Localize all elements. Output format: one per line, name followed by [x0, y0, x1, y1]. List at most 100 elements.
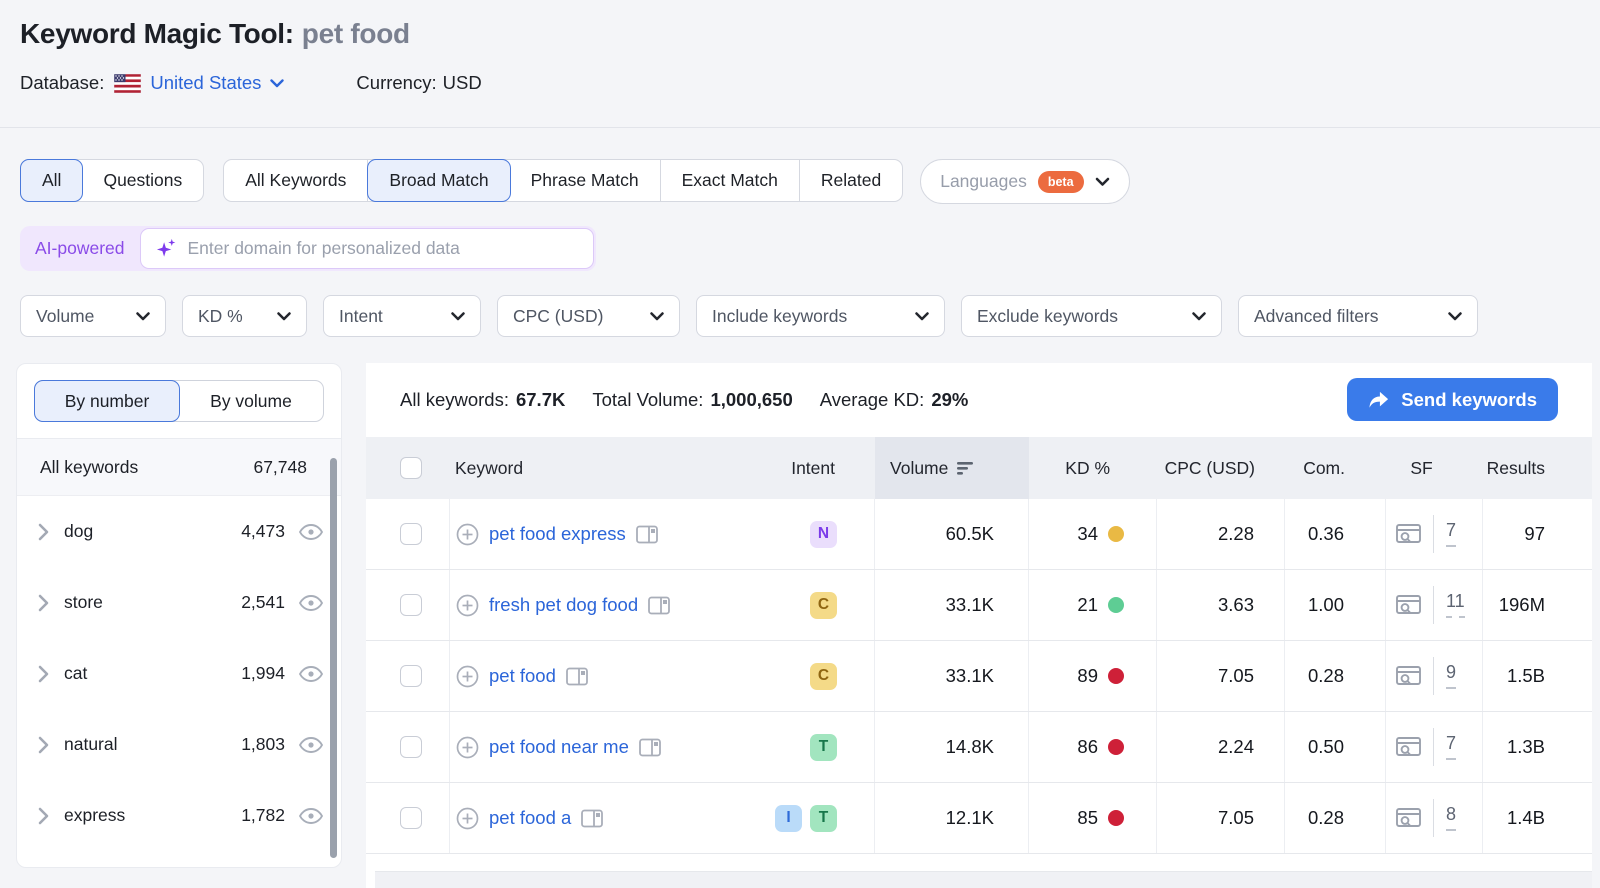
row-checkbox[interactable]	[400, 807, 422, 829]
beta-badge: beta	[1037, 170, 1084, 193]
send-keywords-button[interactable]: Send keywords	[1347, 378, 1558, 421]
eye-icon[interactable]	[298, 665, 324, 683]
header-cpc[interactable]: CPC (USD)	[1164, 457, 1255, 478]
tab-related[interactable]: Related	[820, 170, 882, 190]
add-keyword-icon[interactable]	[455, 735, 480, 760]
sf-cell: 11	[1386, 570, 1483, 640]
sidebar-group-natural[interactable]: natural 1,803	[17, 709, 341, 780]
volume-cell: 12.1K	[875, 783, 1029, 853]
sf-count[interactable]: 11	[1446, 592, 1465, 618]
header-keyword[interactable]: Keyword	[455, 457, 524, 478]
eye-icon[interactable]	[298, 523, 324, 541]
stat-value: 29%	[931, 389, 969, 410]
toggle-by-volume[interactable]: By volume	[210, 390, 292, 411]
sf-count[interactable]: 8	[1446, 805, 1457, 831]
sidebar-group-express[interactable]: express 1,782	[17, 780, 341, 851]
chevron-right-icon[interactable]	[38, 665, 49, 683]
keyword-link[interactable]: pet food near me	[489, 736, 629, 757]
chevron-down-icon	[1192, 311, 1206, 320]
chevron-right-icon[interactable]	[38, 594, 49, 612]
sidebar-group-dog[interactable]: dog 4,473	[17, 496, 341, 567]
tab-phrase-match[interactable]: Phrase Match	[510, 160, 661, 201]
intent-cell: C	[757, 570, 875, 640]
intent-badge[interactable]: I	[775, 804, 802, 832]
filter-include-keywords[interactable]: Include keywords	[696, 295, 945, 337]
table-row: pet food near me T 14.8K 86 2.24 0.50 7 …	[366, 712, 1592, 783]
add-keyword-icon[interactable]	[455, 522, 480, 547]
row-checkbox[interactable]	[400, 736, 422, 758]
filter-intent[interactable]: Intent	[323, 295, 481, 337]
sidebar-all-keywords-row[interactable]: All keywords 67,748	[17, 439, 341, 496]
tab-all[interactable]: All	[20, 159, 84, 202]
keyword-link[interactable]: pet food	[489, 665, 556, 686]
filter-kd[interactable]: KD %	[182, 295, 307, 337]
select-all-checkbox[interactable]	[400, 457, 422, 479]
chevron-right-icon[interactable]	[38, 523, 49, 541]
kd-value: 34	[1077, 523, 1098, 544]
eye-icon[interactable]	[298, 736, 324, 754]
add-keyword-icon[interactable]	[455, 806, 480, 831]
chevron-down-icon	[270, 78, 285, 87]
filter-advanced[interactable]: Advanced filters	[1238, 295, 1478, 337]
filter-cpc[interactable]: CPC (USD)	[497, 295, 680, 337]
header-com[interactable]: Com.	[1303, 457, 1345, 478]
filters-row: Volume KD % Intent CPC (USD) Include key…	[20, 295, 1478, 337]
toggle-by-number[interactable]: By number	[34, 380, 180, 422]
sf-count[interactable]: 9	[1446, 663, 1457, 689]
header-volume[interactable]: Volume	[875, 437, 1029, 499]
database-selector[interactable]: United States	[114, 72, 285, 94]
volume-cell: 33.1K	[875, 570, 1029, 640]
chevron-right-icon[interactable]	[38, 736, 49, 754]
serp-preview-icon[interactable]	[635, 525, 658, 544]
intent-badge[interactable]: T	[810, 804, 837, 832]
database-value[interactable]: United States	[150, 72, 262, 93]
sidebar-group-cat[interactable]: cat 1,994	[17, 638, 341, 709]
sf-count[interactable]: 7	[1446, 521, 1457, 547]
header-kd[interactable]: KD %	[1065, 457, 1110, 478]
sf-count[interactable]: 7	[1446, 734, 1457, 760]
intent-badge[interactable]: N	[810, 520, 837, 548]
tab-exact-match[interactable]: Exact Match	[661, 160, 800, 201]
header-sf[interactable]: SF	[1410, 457, 1433, 478]
serp-features-icon[interactable]	[1396, 736, 1422, 758]
eye-icon[interactable]	[298, 594, 324, 612]
tab-broad-match[interactable]: Broad Match	[367, 159, 511, 202]
kd-difficulty-dot	[1108, 526, 1124, 542]
serp-features-icon[interactable]	[1396, 594, 1422, 616]
serp-preview-icon[interactable]	[565, 667, 588, 686]
results-cell: 196M	[1498, 594, 1545, 615]
add-keyword-icon[interactable]	[455, 664, 480, 689]
filter-volume[interactable]: Volume	[20, 295, 166, 337]
table-row: pet food a I T 12.1K 85 7.05 0.28 8 1.4B	[366, 783, 1592, 854]
serp-features-icon[interactable]	[1396, 523, 1422, 545]
add-keyword-icon[interactable]	[455, 593, 480, 618]
chevron-right-icon[interactable]	[38, 807, 49, 825]
eye-icon[interactable]	[298, 807, 324, 825]
row-checkbox[interactable]	[400, 594, 422, 616]
sidebar-group-store[interactable]: store 2,541	[17, 567, 341, 638]
domain-input[interactable]	[187, 238, 579, 259]
tab-all-keywords[interactable]: All Keywords	[224, 160, 369, 201]
header-intent[interactable]: Intent	[791, 457, 835, 478]
scrollbar-thumb[interactable]	[330, 458, 337, 858]
intent-badge[interactable]: T	[810, 733, 837, 761]
serp-preview-icon[interactable]	[648, 596, 671, 615]
intent-badge[interactable]: C	[810, 591, 837, 619]
filter-exclude-keywords[interactable]: Exclude keywords	[961, 295, 1222, 337]
serp-preview-icon[interactable]	[581, 809, 604, 828]
serp-features-icon[interactable]	[1396, 665, 1422, 687]
serp-preview-icon[interactable]	[638, 738, 661, 757]
keyword-link[interactable]: pet food express	[489, 523, 626, 544]
intent-badge[interactable]: C	[810, 662, 837, 690]
keyword-link[interactable]: pet food a	[489, 807, 572, 828]
tab-questions[interactable]: Questions	[103, 170, 183, 190]
chevron-down-icon	[915, 311, 929, 320]
keyword-link[interactable]: fresh pet dog food	[489, 594, 639, 615]
header-results[interactable]: Results	[1486, 457, 1545, 478]
sidebar-scrollbar[interactable]	[330, 458, 337, 859]
row-checkbox[interactable]	[400, 665, 422, 687]
header-select-all	[366, 437, 450, 499]
languages-dropdown[interactable]: Languages beta	[920, 159, 1130, 204]
serp-features-icon[interactable]	[1396, 807, 1422, 829]
row-checkbox[interactable]	[400, 523, 422, 545]
